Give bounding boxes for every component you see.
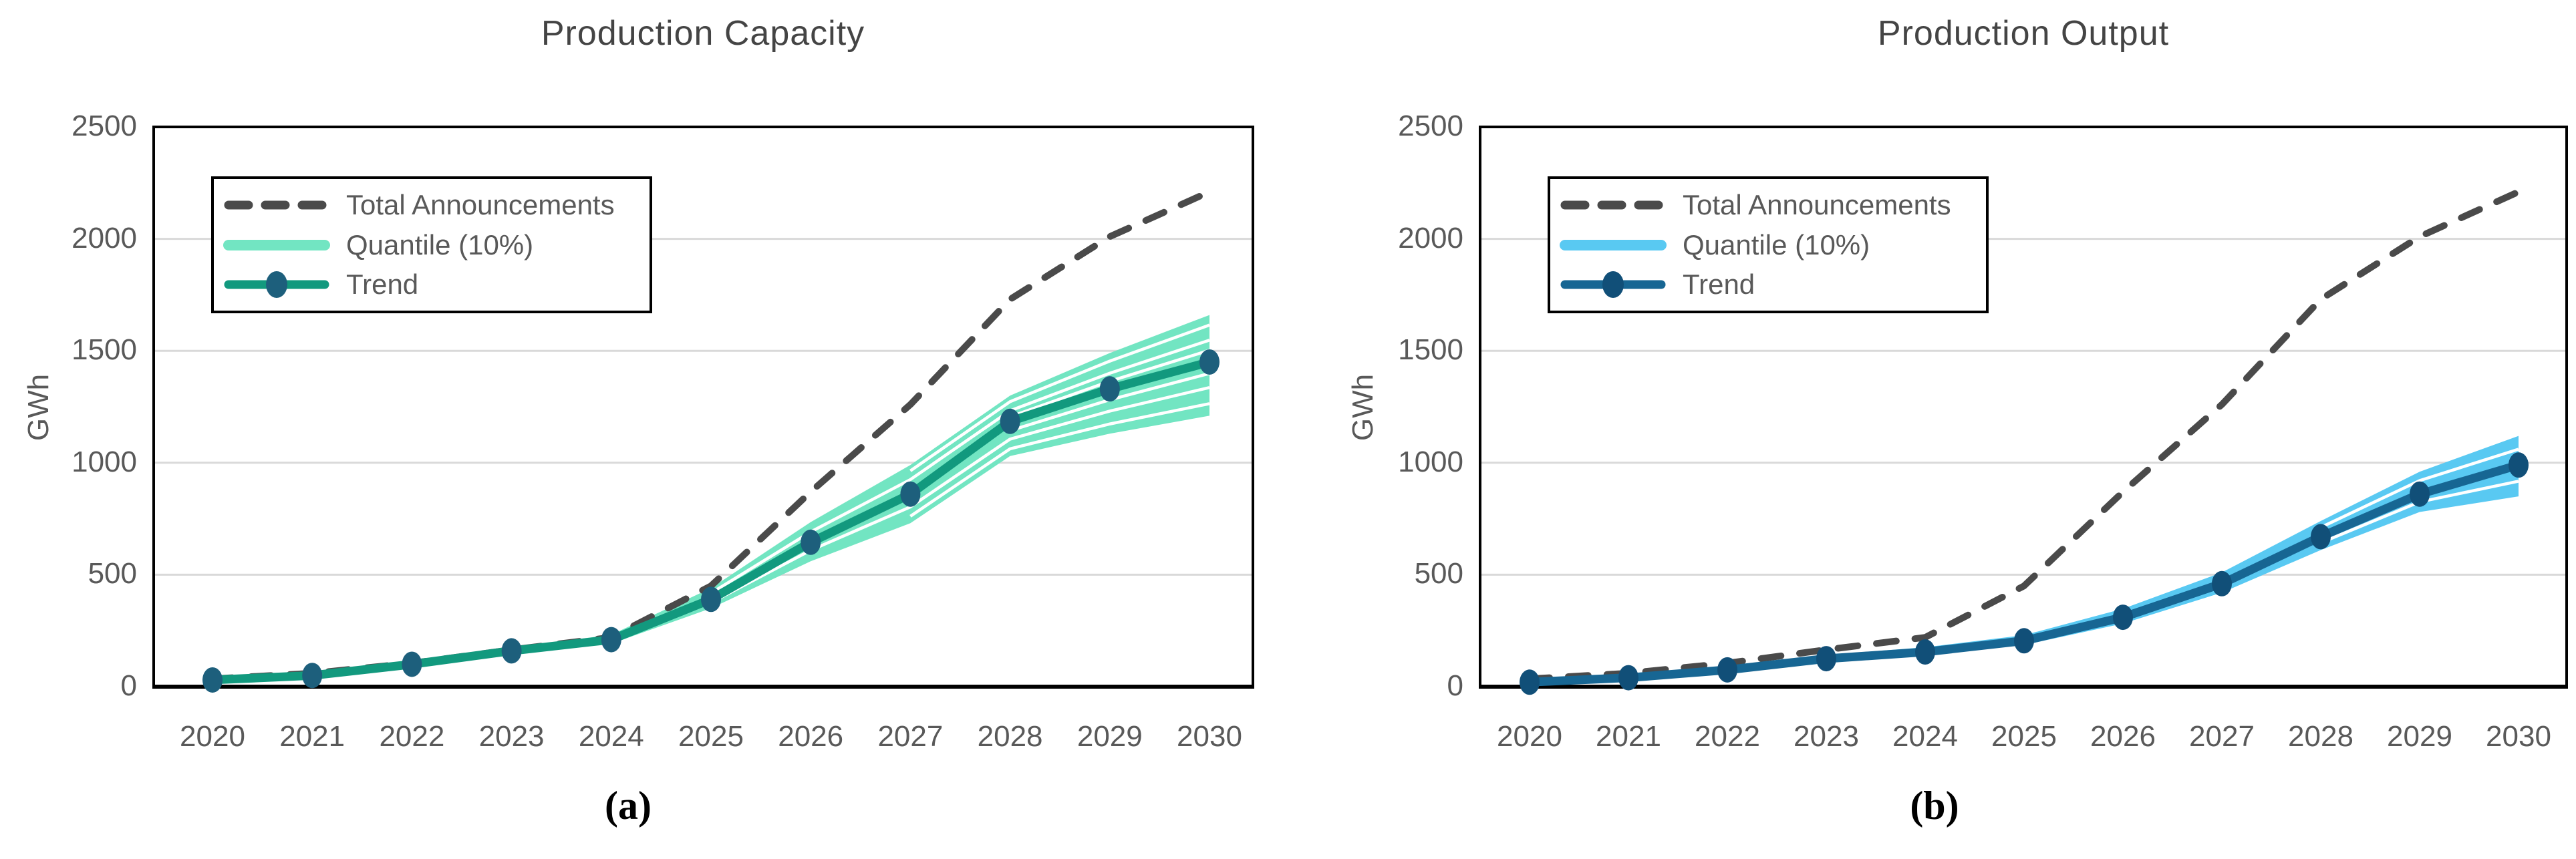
y-tick-label: 500 <box>88 557 137 590</box>
x-tick-label: 2023 <box>1794 720 1859 753</box>
legend-label: Total Announcements <box>346 189 615 221</box>
x-tick-label: 2029 <box>2387 720 2452 753</box>
legend-item-trend: Trend <box>1560 269 1979 301</box>
x-tick-label: 2027 <box>877 720 944 753</box>
legend-item-quantile: Quantile (10%) <box>1560 229 1979 261</box>
trend-marker <box>801 529 821 555</box>
chart-title: Production Capacity <box>541 14 865 53</box>
x-tick-label: 2023 <box>478 720 545 753</box>
y-tick-label: 0 <box>1447 669 1463 702</box>
trend-marker <box>302 663 323 689</box>
trend-marker <box>402 651 422 677</box>
y-tick-label: 2500 <box>71 110 137 142</box>
trend-marker <box>2113 605 2133 631</box>
x-tick-label: 2022 <box>379 720 445 753</box>
y-tick-label: 2500 <box>1398 110 1463 142</box>
trend-marker <box>2509 452 2529 478</box>
trend-line-icon <box>1560 271 1666 298</box>
x-tick-label: 2029 <box>1077 720 1143 753</box>
trend-marker <box>2212 570 2232 596</box>
y-tick-label: 1000 <box>1398 445 1463 478</box>
trend-marker <box>1618 665 1638 691</box>
trend-line-icon <box>224 271 329 298</box>
x-tick-label: 2024 <box>1892 720 1958 753</box>
chart-title: Production Output <box>1877 14 2170 53</box>
x-tick-label: 2026 <box>778 720 844 753</box>
y-tick-label: 2000 <box>71 221 137 254</box>
x-tick-label: 2030 <box>1177 720 1242 753</box>
y-tick-label: 1500 <box>71 333 137 367</box>
dashed-line-icon <box>1560 200 1666 210</box>
trend-marker <box>202 667 223 693</box>
plot-area <box>1479 126 2568 695</box>
x-tick-label: 2024 <box>578 720 644 753</box>
trend-marker <box>1099 376 1120 402</box>
trend-marker <box>1717 657 1737 683</box>
x-tick-label: 2025 <box>678 720 744 753</box>
quantile-line-icon <box>223 239 330 250</box>
chart-production-output: Production Output GWh Total Announcement… <box>1273 0 2576 859</box>
trend-marker <box>601 627 621 653</box>
legend-label: Trend <box>346 268 419 300</box>
trend-marker <box>1816 646 1836 672</box>
y-tick-label: 2000 <box>1398 221 1463 254</box>
x-tick-label: 2020 <box>1497 720 1562 753</box>
subfigure-caption-b: (b) <box>1910 784 1959 828</box>
subfigure-caption-a: (a) <box>605 784 652 828</box>
legend-item-quantile: Quantile (10%) <box>223 229 643 261</box>
quantile-strand-gap <box>710 339 1210 594</box>
x-tick-label: 2030 <box>2486 720 2551 753</box>
quantile-band <box>212 315 1209 682</box>
quantile-strand-gap <box>2320 448 2519 529</box>
trend-marker <box>900 481 921 507</box>
x-tick-label: 2021 <box>1596 720 1661 753</box>
x-tick-label: 2026 <box>2090 720 2156 753</box>
trend-marker <box>1199 349 1220 375</box>
x-tick-label: 2027 <box>2189 720 2255 753</box>
quantile-strand-gap <box>909 323 1210 472</box>
trend-marker <box>2410 481 2430 507</box>
y-tick-label: 0 <box>120 669 137 702</box>
trend-marker <box>701 586 721 613</box>
x-tick-label: 2021 <box>279 720 345 753</box>
plot-area <box>152 126 1254 693</box>
legend-label: Total Announcements <box>1683 189 1951 221</box>
legend: Total Announcements Quantile (10%) Trend <box>1548 176 1989 313</box>
y-tick-label: 1500 <box>1398 333 1463 367</box>
legend-item-total-announcements: Total Announcements <box>223 189 643 221</box>
y-tick-label: 500 <box>1414 557 1463 590</box>
x-tick-label: 2028 <box>977 720 1043 753</box>
trend-marker <box>2311 524 2331 550</box>
trend-marker <box>2014 628 2034 654</box>
trend-marker <box>1915 639 1935 665</box>
quantile-strand-gap <box>710 385 1210 605</box>
x-tick-label: 2022 <box>1695 720 1760 753</box>
y-tick-label: 1000 <box>71 445 137 478</box>
legend-label: Trend <box>1683 268 1755 300</box>
legend-label: Quantile (10%) <box>346 228 534 261</box>
legend-item-total-announcements: Total Announcements <box>1560 189 1979 221</box>
trend-marker <box>501 638 522 664</box>
x-tick-label: 2025 <box>1991 720 2057 753</box>
chart-production-capacity: Production Capacity GWh Total Announceme… <box>22 14 1254 828</box>
trend-marker <box>1520 669 1540 695</box>
total-announcements-line <box>1526 188 2522 683</box>
x-tick-label: 2020 <box>180 720 245 753</box>
trend-marker <box>1000 408 1020 434</box>
dashed-line-icon <box>224 200 329 210</box>
legend-label: Quantile (10%) <box>1683 228 1870 261</box>
quantile-strand-gap <box>909 402 1210 518</box>
x-tick-label: 2028 <box>2288 720 2353 753</box>
legend-item-trend: Trend <box>223 269 643 301</box>
quantile-line-icon <box>1560 239 1667 250</box>
legend: Total Announcements Quantile (10%) Trend <box>211 176 652 313</box>
